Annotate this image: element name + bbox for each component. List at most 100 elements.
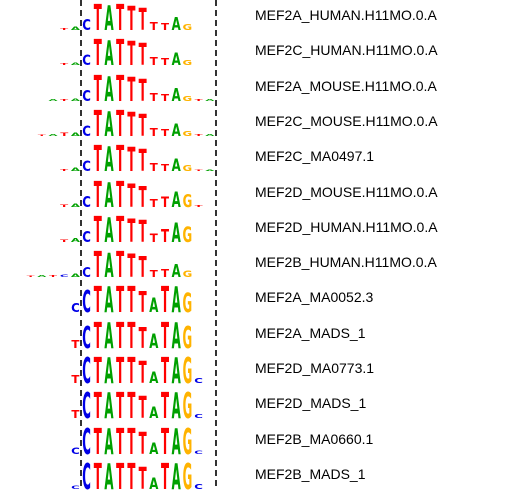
logo-letter-t: T [150, 126, 158, 138]
logo-letter-t: T [60, 98, 68, 101]
logo-letter-c: C [71, 446, 80, 456]
logo-letter-a: A [104, 69, 113, 109]
logo-letter-t: T [94, 245, 102, 287]
motif-row: T A C T A T T T T T A G MEF2A_HUMAN.H11MO.0.A [0, 0, 515, 39]
logo-letter-a: A [48, 98, 58, 101]
logo-letter-c: C [82, 286, 91, 320]
logo-letter-t: T [116, 245, 124, 287]
logo-letter-t: T [38, 134, 46, 136]
logo-letter-c: C [82, 421, 91, 463]
logo-letter-a: A [149, 475, 158, 493]
logo-letter-a: A [104, 280, 113, 322]
logo-letter-t: T [94, 104, 102, 146]
logo-letter-a: A [172, 156, 182, 176]
logo-letter-a: A [104, 351, 113, 393]
logo-letter-t: T [94, 174, 102, 216]
logo-letter-t: T [139, 463, 147, 494]
logo-letter-g: G [183, 165, 193, 174]
logo-letter-a: A [149, 294, 158, 317]
logo-letter-g: G [183, 269, 193, 279]
logo-letter-t: T [139, 39, 147, 73]
motif-name: MEF2B_HUMAN.H11MO.0.A [255, 254, 437, 271]
logo-letter-t: T [139, 392, 147, 426]
logo-letter-t: T [94, 351, 102, 393]
logo-letter-t: T [94, 210, 102, 252]
logo-letter-a: A [172, 280, 181, 322]
logo-letter-t: T [161, 56, 170, 68]
logo-letter-c: C [82, 53, 91, 69]
logo-letter-t: T [94, 33, 102, 75]
motif-name: MEF2B_MADS_1 [255, 465, 366, 482]
logo-letter-a: A [172, 217, 181, 248]
logo-letter-t: T [195, 169, 203, 171]
logo-letter-t: T [127, 35, 135, 74]
logo-letter-a: A [37, 275, 47, 278]
logo-letter-a: A [104, 386, 113, 428]
logo-letter-a: A [149, 440, 158, 458]
motif-name: MEF2C_MA0497.1 [255, 148, 375, 165]
logo-letter-c: C [82, 321, 91, 355]
motif-row: T C T A T T T A T A G MEF2A_MADS_1 [0, 315, 515, 357]
logo-letter-t: T [127, 248, 135, 285]
logo-letter-g: G [183, 421, 193, 463]
logo-letter-a: A [149, 330, 158, 353]
logo-letter-t: T [161, 195, 169, 211]
logo-letter-a: A [71, 98, 80, 102]
logo-letter-t: T [127, 213, 135, 250]
logo-letter-t: T [139, 357, 147, 391]
logo-letter-a: A [71, 274, 80, 279]
logo-letter-t: T [94, 68, 102, 110]
logo-letter-t: T [139, 252, 147, 285]
logo-letter-t: T [127, 70, 135, 109]
logo-letter-t: T [116, 210, 124, 252]
logo-letter-a: A [104, 174, 113, 214]
logo-letter-t: T [195, 134, 203, 137]
logo-letter-t: T [161, 127, 170, 139]
logo-letter-t: T [195, 99, 203, 102]
logo-letter-t: T [139, 74, 147, 108]
motif-row: C C T A T T T A T A G C MEF2B_MA0660.1 [0, 421, 515, 463]
logo-letter-t: T [71, 374, 79, 386]
logo-letter-t: T [139, 323, 147, 356]
logo-letter-c: C [82, 351, 91, 393]
logo-letter-a: A [172, 50, 182, 70]
logo-letter-a: A [104, 457, 113, 494]
logo-letter-t: T [161, 280, 169, 322]
motif-name: MEF2D_MOUSE.H11MO.0.A [255, 183, 438, 200]
logo-letter-t: T [71, 338, 79, 350]
logo-letter-t: T [161, 457, 169, 494]
logo-letter-t: T [127, 457, 135, 494]
logo-letter-a: A [104, 0, 113, 38]
logo-letter-a: A [71, 168, 80, 173]
logo-letter-t: T [60, 28, 68, 31]
logo-letter-t: T [150, 197, 158, 209]
logo-letter-c: C [82, 386, 91, 428]
logo-letter-a: A [48, 134, 58, 137]
logo-letter-a: A [71, 203, 80, 208]
logo-letter-a: A [205, 134, 215, 137]
motif-row: C C T A T T T A T A G MEF2A_MA0052.3 [0, 280, 515, 322]
logo-letter-a: A [104, 421, 113, 463]
motif-name: MEF2A_HUMAN.H11MO.0.A [255, 7, 437, 23]
logo-letter-t: T [60, 63, 68, 66]
logo-letter-t: T [94, 386, 102, 428]
logo-letter-a: A [205, 99, 215, 102]
logo-letter-a: A [104, 33, 113, 73]
logo-letter-t: T [127, 421, 135, 463]
logo-letter-a: A [172, 351, 181, 393]
logo-letter-a: A [71, 238, 80, 244]
logo-letter-t: T [116, 421, 124, 463]
motif-name: MEF2D_MA0773.1 [255, 360, 375, 376]
logo-letter-t: T [139, 145, 147, 179]
logo-letter-t: T [139, 288, 147, 321]
logo-letter-a: A [172, 315, 181, 357]
logo-letter-t: T [116, 351, 124, 393]
